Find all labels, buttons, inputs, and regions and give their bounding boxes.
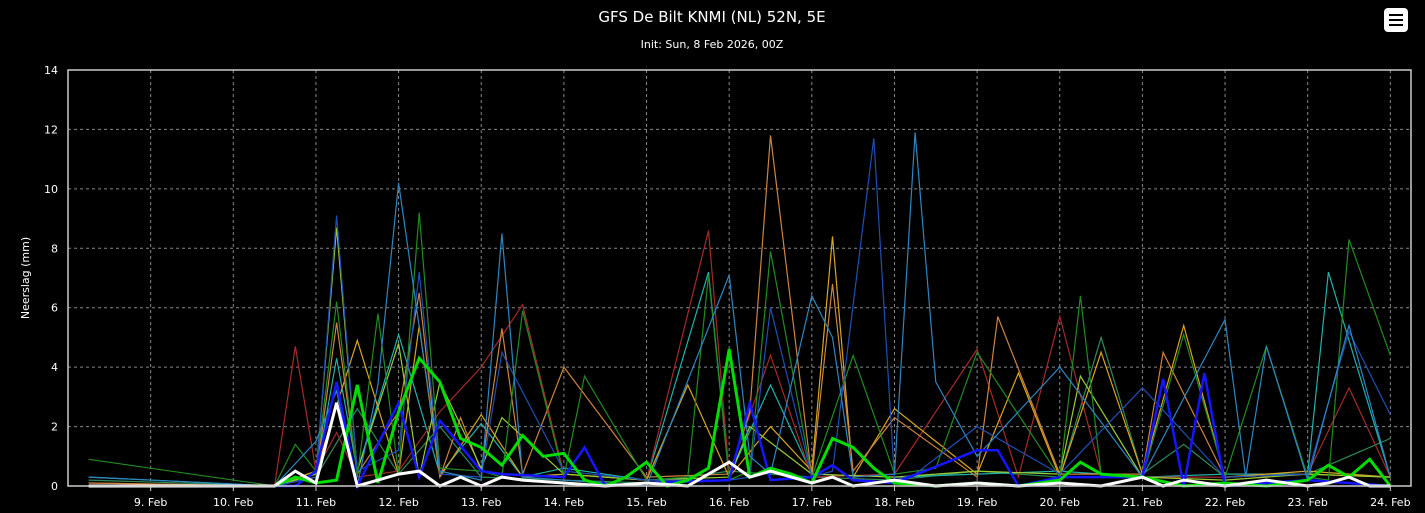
y-axis-ticks: 0 2 4 6 8 10 12 14 — [44, 64, 58, 493]
menu-icon-bar — [1389, 24, 1403, 26]
y-tick-label: 8 — [51, 242, 58, 255]
y-tick-label: 2 — [51, 421, 58, 434]
x-tick-label: 17. Feb — [792, 496, 832, 509]
chart-menu-button[interactable] — [1384, 8, 1408, 32]
x-tick-label: 21. Feb — [1122, 496, 1162, 509]
x-tick-label: 22. Feb — [1205, 496, 1245, 509]
y-tick-label: 0 — [51, 480, 58, 493]
x-tick-label: 15. Feb — [626, 496, 666, 509]
x-tick-label: 24. Feb — [1370, 496, 1410, 509]
x-tick-label: 10. Feb — [213, 496, 253, 509]
chart-subtitle: Init: Sun, 8 Feb 2026, 00Z — [641, 38, 784, 51]
x-tick-label: 13. Feb — [461, 496, 501, 509]
series-lines — [88, 132, 1392, 490]
series-line-1 — [88, 402, 1391, 488]
x-tick-label: 16. Feb — [709, 496, 749, 509]
series-line-11 — [88, 271, 1391, 487]
menu-icon-bar — [1389, 19, 1403, 21]
y-tick-label: 6 — [51, 302, 58, 315]
chart-title: GFS De Bilt KNMI (NL) 52N, 5E — [598, 8, 825, 26]
series-line-2 — [88, 349, 1392, 488]
y-tick-label: 4 — [51, 361, 58, 374]
series-line-3 — [88, 372, 1391, 490]
x-tick-label: 11. Feb — [296, 496, 336, 509]
x-tick-label: 12. Feb — [378, 496, 418, 509]
series-line-4 — [88, 132, 1391, 487]
menu-icon-bar — [1389, 14, 1403, 16]
y-tick-label: 12 — [44, 123, 58, 136]
y-tick-label: 10 — [44, 183, 58, 196]
x-tick-label: 18. Feb — [874, 496, 914, 509]
x-tick-label: 19. Feb — [957, 496, 997, 509]
y-axis-label: Neerslag (mm) — [19, 237, 32, 319]
x-axis-ticks: 9. Feb 10. Feb 11. Feb 12. Feb 13. Feb 14. Fe… — [134, 496, 1411, 509]
x-tick-label: 20. Feb — [1040, 496, 1080, 509]
x-tick-label: 9. Feb — [134, 496, 167, 509]
x-tick-label: 23. Feb — [1287, 496, 1327, 509]
y-tick-label: 14 — [44, 64, 58, 77]
plot-border — [67, 69, 1412, 487]
x-tick-label: 14. Feb — [544, 496, 584, 509]
